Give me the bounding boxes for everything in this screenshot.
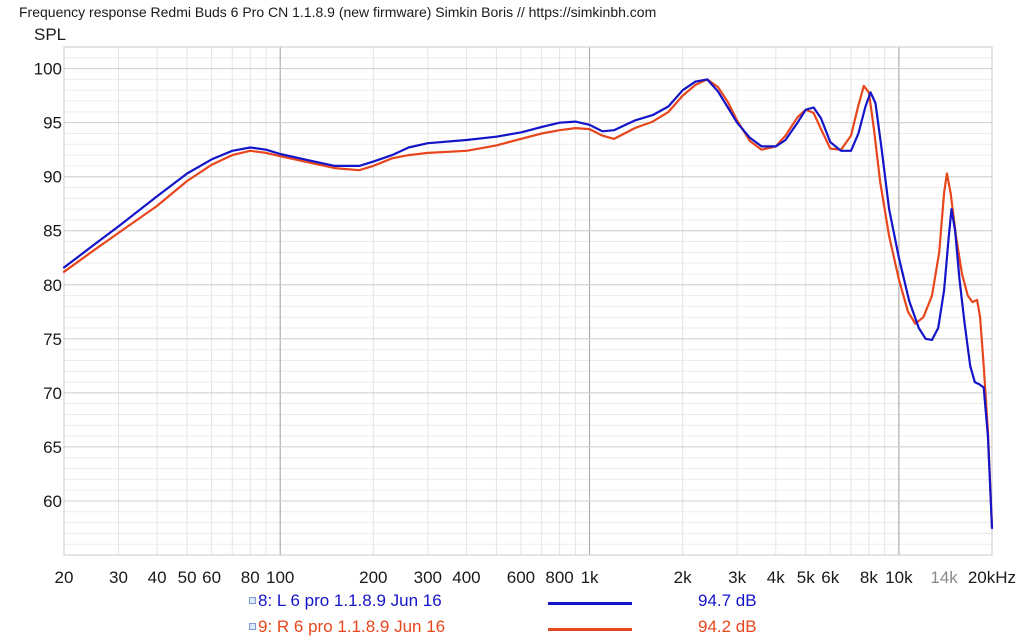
- x-tick-label: 14k: [930, 568, 958, 587]
- x-tick-label: 8k: [860, 568, 878, 587]
- y-tick-label: 75: [43, 330, 62, 349]
- legend-series-value: 94.7 dB: [698, 591, 757, 610]
- x-tick-label: 600: [507, 568, 535, 587]
- legend-series-name: 9: R 6 pro 1.1.8.9 Jun 16: [258, 617, 446, 636]
- legend-series-name: 8: L 6 pro 1.1.8.9 Jun 16: [258, 591, 442, 610]
- legend-checkbox-icon[interactable]: [249, 623, 256, 630]
- x-tick-label: 1k: [581, 568, 599, 587]
- legend-checkbox-icon[interactable]: [249, 597, 256, 604]
- x-tick-label: 6k: [821, 568, 839, 587]
- x-tick-label: 40: [148, 568, 167, 587]
- y-tick-label: 95: [43, 114, 62, 133]
- legend-series-value: 94.2 dB: [698, 617, 757, 636]
- y-tick-label: 90: [43, 168, 62, 187]
- major-gridlines: [64, 47, 992, 555]
- x-tick-label: 4k: [767, 568, 785, 587]
- x-tick-label: 20kHz: [968, 568, 1016, 587]
- y-tick-label: 80: [43, 276, 62, 295]
- x-tick-label: 30: [109, 568, 128, 587]
- y-tick-label: 60: [43, 492, 62, 511]
- y-tick-label: 100: [34, 60, 62, 79]
- x-tick-label: 80: [241, 568, 260, 587]
- x-tick-label: 5k: [797, 568, 815, 587]
- chart-title: Frequency response Redmi Buds 6 Pro CN 1…: [19, 4, 657, 20]
- x-tick-label: 300: [414, 568, 442, 587]
- x-tick-label: 20: [55, 568, 74, 587]
- legend-line-swatch: [548, 602, 632, 605]
- y-tick-label: 70: [43, 384, 62, 403]
- y-tick-label: 65: [43, 438, 62, 457]
- x-tick-label: 2k: [674, 568, 692, 587]
- series-line: [62, 78, 994, 530]
- x-tick-label: 50: [178, 568, 197, 587]
- x-tick-label: 400: [452, 568, 480, 587]
- y-axis-label: SPL: [34, 25, 67, 44]
- plot-frame: [63, 46, 993, 556]
- x-tick-label: 200: [359, 568, 387, 587]
- series-lines: [62, 78, 994, 530]
- y-axis-ticks: 60 65 70 75 80 85 90 95 100: [34, 60, 62, 511]
- x-axis-ticks: 20 30 40 50 60 80 100 200 300 400 600 800 1k 2k 3k 4k 5k…: [55, 568, 1016, 587]
- x-tick-label: 800: [545, 568, 573, 587]
- y-tick-label: 85: [43, 222, 62, 241]
- legend-entry-right[interactable]: 9: R 6 pro 1.1.8.9 Jun 16 94.2 dB: [0, 617, 1024, 641]
- x-tick-label: 60: [202, 568, 221, 587]
- legend-entry-left[interactable]: 8: L 6 pro 1.1.8.9 Jun 16 94.7 dB: [0, 591, 1024, 615]
- legend-line-swatch: [548, 628, 632, 631]
- x-tick-label: 3k: [728, 568, 746, 587]
- x-tick-label: 100: [266, 568, 294, 587]
- minor-gridlines: [63, 47, 993, 555]
- x-tick-label: 10k: [885, 568, 913, 587]
